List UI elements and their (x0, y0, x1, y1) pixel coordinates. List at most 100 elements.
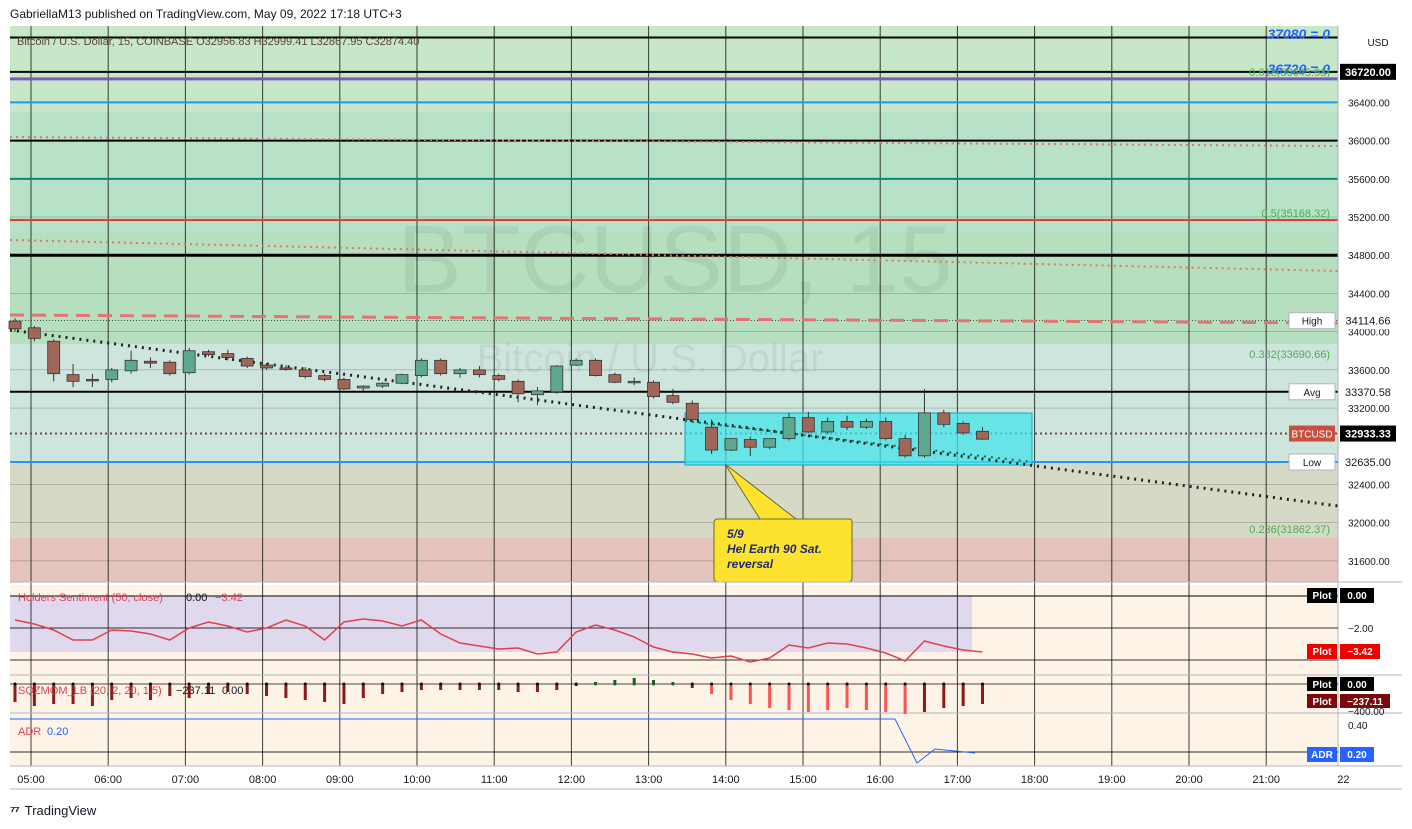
price-label: 36400.00 (1348, 98, 1390, 109)
price-tag-name-bg (1288, 453, 1336, 471)
candle-body (318, 375, 332, 380)
squeeze-bar (535, 684, 539, 692)
footer-brand[interactable]: ⁷⁷ TradingView (10, 803, 96, 818)
price-tag-value-bg (1340, 425, 1396, 442)
squeeze-dot (90, 682, 94, 686)
squeeze-dot (187, 682, 191, 686)
price-label: 33200.00 (1348, 404, 1390, 415)
candle-body (840, 421, 854, 428)
squeeze-dot (748, 682, 752, 686)
squeeze-dot (864, 682, 868, 686)
time-label: 17:00 (944, 774, 972, 786)
squeeze-bar (729, 684, 733, 700)
time-label: 08:00 (249, 774, 277, 786)
squeeze-bar (516, 684, 520, 692)
holders-plot-tag: Plot (1313, 591, 1333, 602)
adr-line (10, 718, 976, 764)
sqz-plot-tag: Plot (1313, 680, 1333, 691)
squeeze-bar (613, 680, 617, 684)
candle-body (647, 381, 660, 398)
candle-body (976, 430, 989, 440)
candle-body (918, 412, 931, 457)
squeeze-dot (71, 682, 75, 686)
squeeze-dot (903, 682, 907, 686)
price-tag-name: Avg (1303, 388, 1320, 399)
candle-body (124, 359, 138, 372)
time-label: 12:00 (558, 774, 586, 786)
time-label: 11:00 (481, 774, 508, 786)
squeeze-bar (864, 684, 868, 710)
squeeze-dot (826, 682, 830, 686)
squeeze-dot (284, 682, 288, 686)
price-scale[interactable]: 36400.00 36000.00 35600.00 35200.00 34800.00… (1348, 98, 1390, 567)
price-tag-name-bg (1288, 312, 1336, 330)
price-tag-value-bg (1339, 453, 1397, 471)
candle-body (937, 412, 951, 425)
squeeze-dot (207, 682, 210, 686)
squeeze-bar (632, 678, 636, 684)
red-dashed-line (9, 313, 1339, 325)
squeeze-momentum-panel[interactable]: SQZMOM_LB (20, 2, 20, 1.5) −237.11 0.00 … (10, 677, 1390, 718)
squeeze-dot (632, 682, 636, 686)
candles (8, 318, 989, 458)
watermark-name: Bitcoin / U.S. Dollar (477, 337, 824, 381)
candle-body (27, 327, 41, 339)
squeeze-bar (245, 684, 249, 694)
holders-plot-bottom: −3.42 (1347, 647, 1373, 658)
squeeze-bar (922, 684, 926, 712)
footer-brand-text: TradingView (24, 803, 97, 818)
price-label: 36000.00 (1348, 137, 1390, 148)
holders-sentiment-panel[interactable]: Holders Sentiment (50, close) 0.00 −3.42… (10, 588, 1380, 663)
squeeze-bar (826, 684, 830, 710)
time-label: 07:00 (172, 774, 200, 786)
fib-label: 0.236(31862.37) (1249, 524, 1330, 536)
squeeze-bar (323, 684, 327, 702)
squeeze-bar (303, 684, 307, 700)
adr-value: 0.20 (47, 726, 68, 738)
price-tag-value: 36720.00 (1345, 67, 1391, 79)
price-tag-name-bg (1288, 383, 1336, 401)
squeeze-dot (129, 682, 133, 686)
callout-line-3: reversal (727, 557, 774, 571)
price-tags: 36720.00 High 34114.66 Avg 33370.58 BTCUSD 329… (1288, 63, 1397, 471)
squeeze-bar (90, 684, 94, 706)
squeeze-dot (168, 682, 172, 686)
price-label: 34400.00 (1348, 289, 1390, 300)
sqz-scale-label: −400.00 (1348, 707, 1385, 718)
sqz-value-1: −237.11 (176, 685, 215, 697)
price-tag-name: Low (1303, 458, 1322, 469)
squeeze-bar (768, 684, 772, 708)
squeeze-dot (400, 682, 404, 686)
price-tag-name-bg (1289, 425, 1335, 442)
candle-body (956, 422, 970, 434)
squeeze-bar (110, 684, 114, 700)
adr-scale-label: 0.40 (1348, 721, 1368, 732)
squeeze-bar (361, 684, 365, 698)
adr-tag: ADR (1311, 750, 1333, 761)
candle-body (763, 438, 777, 448)
squeeze-dot (806, 682, 810, 686)
fib-label: 0.618(36645.98) (1249, 67, 1330, 79)
candle-body (705, 426, 718, 451)
candle-body (260, 364, 273, 369)
candle-body (898, 438, 912, 457)
squeeze-bar (129, 684, 133, 698)
time-label: 15:00 (789, 774, 817, 786)
squeeze-dot (555, 682, 559, 686)
time-label: 14:00 (712, 774, 740, 786)
squeeze-dot (594, 682, 597, 686)
squeeze-dot (516, 682, 520, 686)
squeeze-bar (400, 684, 404, 692)
fib-zones (10, 26, 1338, 582)
squeeze-dot (323, 682, 327, 686)
time-axis[interactable]: 05:00 06:00 07:00 08:00 09:00 10:00 11:00 12:00… (17, 774, 1349, 786)
price-label: 34800.00 (1348, 251, 1390, 262)
candle-body (434, 359, 448, 375)
squeeze-bar (284, 684, 288, 698)
adr-panel[interactable]: ADR 0.20 0.40 ADR 0.20 (10, 718, 1374, 764)
squeeze-dot (845, 682, 849, 686)
holders-value-1: 0.00 (186, 592, 207, 604)
squeeze-dot (690, 682, 694, 686)
squeeze-dot (32, 682, 36, 686)
